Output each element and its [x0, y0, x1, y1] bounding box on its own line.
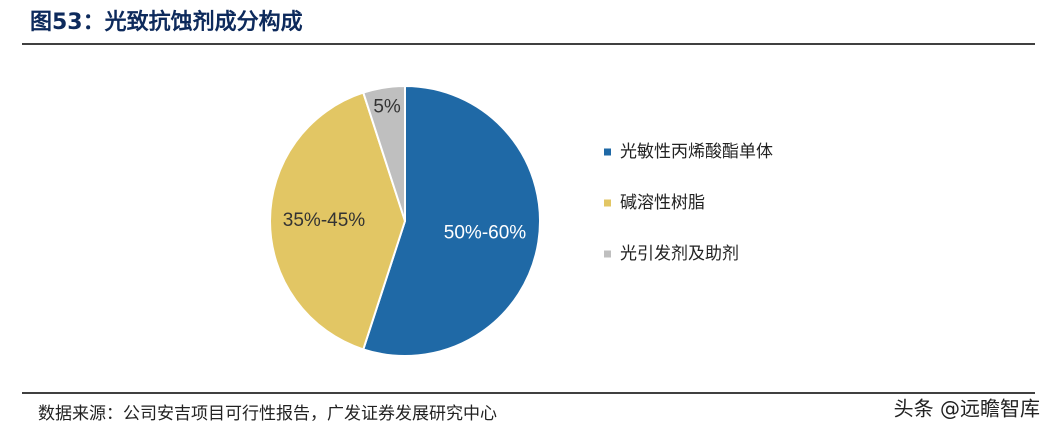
chart-title: 图53：光致抗蚀剂成分构成 [30, 9, 303, 35]
pie: 50%-60% 35%-45% 5% [269, 84, 541, 357]
watermark: 头条 @远瞻智库 [894, 397, 1040, 421]
pie-slice [269, 91, 407, 351]
slice-label: 5% [373, 97, 401, 118]
slice-label: 35%-45% [283, 210, 365, 231]
pie-slice [362, 84, 406, 222]
legend-swatch [604, 148, 611, 156]
slice-label: 50%-60% [444, 223, 526, 244]
legend-label: 光引发剂及助剂 [620, 244, 739, 264]
pie-slice [362, 84, 541, 357]
legend-swatch [604, 199, 611, 207]
legend-swatch [604, 250, 611, 258]
source: 数据来源：公司安吉项目可行性报告，广发证券发展研究中心 [38, 404, 497, 424]
legend-label: 光敏性丙烯酸酯单体 [620, 142, 773, 162]
legend-label: 碱溶性树脂 [620, 193, 705, 213]
